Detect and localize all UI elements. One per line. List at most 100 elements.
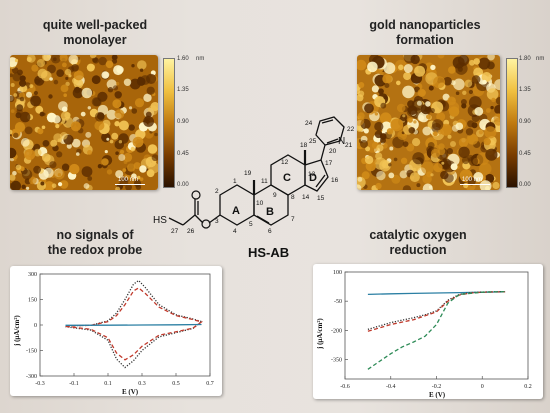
afm-grain — [48, 94, 53, 99]
afm-grain — [59, 55, 68, 62]
afm-grain — [57, 138, 62, 143]
afm-grain — [57, 173, 62, 177]
afm-grain — [80, 111, 86, 117]
afm-grain — [374, 112, 379, 116]
atom-number-19: 19 — [244, 170, 252, 177]
afm-grain — [137, 175, 141, 180]
y-tick-label: -350 — [331, 358, 342, 364]
afm-grain — [83, 183, 90, 189]
afm-right-scale-bar — [460, 184, 490, 185]
afm-grain — [14, 58, 19, 63]
afm-grain — [409, 172, 420, 183]
afm-grain — [379, 71, 384, 76]
afm-right-tick-0: 1.80 — [519, 56, 531, 62]
afm-left-tick-2: 0.90 — [177, 119, 189, 125]
afm-left-tick-1: 1.35 — [177, 87, 189, 93]
afm-grain — [479, 180, 492, 190]
afm-grain — [384, 83, 390, 88]
afm-grain — [154, 132, 158, 137]
afm-grain — [109, 139, 114, 144]
afm-grain — [151, 154, 158, 162]
afm-grain — [143, 116, 155, 127]
ring-d-bond — [304, 159, 329, 192]
afm-grain — [490, 105, 494, 110]
afm-grain — [39, 111, 45, 117]
afm-grain — [26, 57, 32, 62]
atom-number-4: 4 — [233, 228, 237, 235]
afm-grain — [412, 152, 425, 165]
atom-number-1: 1 — [233, 178, 237, 185]
atom-number-12: 12 — [281, 159, 289, 166]
afm-grain — [91, 75, 101, 85]
afm-grain — [31, 64, 39, 72]
caption-top-right: gold nanoparticles formation — [360, 18, 490, 48]
afm-grain — [442, 93, 450, 101]
pyridine-ring — [315, 116, 345, 146]
afm-grain — [407, 100, 415, 108]
afm-grain — [414, 65, 426, 77]
afm-grain — [33, 90, 38, 96]
atom-number-14: 14 — [302, 194, 310, 201]
afm-grain — [364, 103, 374, 114]
afm-grain — [383, 95, 388, 100]
atom-number-17: 17 — [325, 160, 333, 167]
afm-grain — [104, 150, 108, 154]
afm-grain — [482, 79, 487, 85]
series-line-0 — [65, 279, 203, 369]
afm-grain — [98, 56, 107, 66]
afm-grain — [68, 55, 79, 65]
afm-grain — [403, 64, 413, 73]
ring-label-a: A — [232, 205, 240, 217]
afm-grain — [443, 76, 452, 86]
afm-grain — [132, 136, 144, 148]
afm-grain — [357, 88, 361, 95]
series-line-1 — [367, 290, 506, 331]
afm-grain — [19, 92, 26, 99]
afm-grain — [19, 96, 25, 102]
afm-grain — [462, 90, 467, 95]
afm-grain — [139, 165, 147, 173]
afm-grain — [66, 143, 72, 149]
afm-grain — [112, 99, 122, 109]
afm-grain — [479, 162, 492, 175]
afm-right-tick-2: 0.90 — [519, 119, 531, 125]
afm-grain — [16, 104, 24, 112]
afm-grain — [134, 98, 145, 108]
afm-grain — [433, 76, 446, 89]
afm-grain — [119, 149, 125, 155]
afm-grain — [357, 177, 363, 182]
afm-grain — [440, 170, 449, 180]
molecule-name: HS-AB — [248, 245, 289, 260]
afm-grain — [403, 72, 412, 81]
afm-grain — [118, 140, 123, 144]
afm-grain — [458, 55, 469, 66]
afm-grain — [433, 131, 438, 137]
afm-grain — [106, 109, 117, 120]
afm-left-tick-3: 0.45 — [177, 151, 189, 157]
atom-number-25: 25 — [309, 138, 317, 145]
afm-grain — [483, 137, 491, 146]
afm-grain — [123, 78, 132, 86]
afm-grain — [429, 108, 435, 113]
afm-grain — [73, 78, 84, 89]
afm-grain — [484, 126, 497, 139]
afm-grain — [495, 96, 500, 106]
afm-grain — [438, 143, 445, 150]
afm-grain — [372, 159, 377, 163]
afm-grain — [413, 120, 417, 124]
afm-grain — [490, 119, 495, 123]
atom-number-26: 26 — [187, 228, 195, 235]
afm-grain — [62, 62, 67, 68]
afm-grain — [446, 148, 453, 155]
afm-grain — [61, 163, 70, 171]
afm-grain — [432, 119, 444, 131]
afm-grain — [398, 64, 404, 71]
afm-grain — [400, 113, 408, 122]
afm-grain — [468, 89, 473, 95]
afm-grain — [421, 161, 434, 175]
afm-grain — [113, 65, 124, 76]
x-tick-label: -0.2 — [432, 384, 442, 390]
afm-grain — [125, 183, 132, 190]
atom-number-7: 7 — [291, 216, 295, 223]
afm-grain — [13, 132, 19, 138]
